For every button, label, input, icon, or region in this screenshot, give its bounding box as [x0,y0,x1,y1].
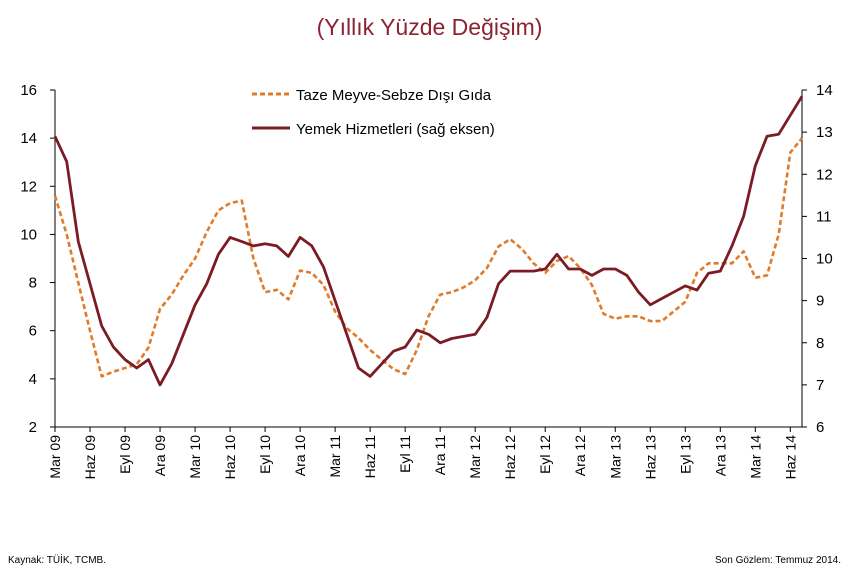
x-tick-label: Haz 14 [782,435,798,480]
left-tick-label: 10 [20,226,37,243]
axes: 2 4 6 8 10 12 14 16 6 7 8 9 10 11 12 13 14 Mar 09 Haz 09 Ey… [20,82,832,479]
chart-title: (Yıllık Yüzde Değişim) [316,14,543,40]
x-tick-label: Ara 09 [152,435,168,476]
x-tick-label: Ara 11 [432,435,448,475]
x-tick-label: Mar 09 [47,435,63,479]
right-tick-label: 7 [816,377,824,394]
x-tick-label: Eyl 11 [397,435,413,473]
right-tick-label: 9 [816,293,824,310]
left-tick-label: 16 [20,82,37,99]
legend-label-2: Yemek Hizmetleri (sağ eksen) [296,121,495,138]
x-tick-label: Eyl 12 [537,435,553,474]
x-tick-label: Ara 10 [292,435,308,476]
x-tick-label: Haz 10 [222,435,238,480]
left-tick-label: 6 [29,323,37,340]
right-tick-label: 6 [816,419,824,436]
right-tick-label: 13 [816,124,833,141]
right-tick-label: 11 [816,208,832,225]
right-tick-label: 8 [816,335,824,352]
x-tick-label: Mar 10 [187,435,203,479]
x-tick-label: Mar 13 [607,435,623,479]
right-tick-label: 12 [816,166,833,183]
x-tick-label: Ara 13 [712,435,728,476]
x-tick-label: Mar 11 [327,435,343,478]
series-line-2 [53,95,804,387]
series-lines [53,95,804,387]
last-observation-note: Son Gözlem: Temmuz 2014. [715,555,841,566]
left-tick-label: 8 [29,275,37,292]
right-tick-label: 10 [816,251,833,268]
legend: Taze Meyve-Sebze Dışı Gıda Yemek Hizmetle… [252,87,495,138]
x-tick-label: Haz 09 [82,435,98,480]
left-tick-label: 12 [20,178,37,195]
left-tick-label: 2 [29,419,37,436]
source-note: Kaynak: TÜİK, TCMB. [8,555,106,566]
x-tick-label: Haz 13 [642,435,658,480]
x-tick-label: Eyl 09 [117,435,133,474]
series-line-1 [53,137,804,378]
x-tick-label: Ara 12 [572,435,588,476]
legend-label-1: Taze Meyve-Sebze Dışı Gıda [296,87,492,104]
x-tick-label: Eyl 10 [257,435,273,474]
left-tick-label: 14 [20,130,37,147]
x-tick-label: Eyl 13 [677,435,693,474]
x-tick-label: Haz 12 [502,435,518,480]
x-tick-label: Mar 12 [467,435,483,479]
x-tick-label: Haz 11 [362,435,378,479]
left-tick-label: 4 [29,371,37,388]
right-tick-label: 14 [816,82,833,99]
x-tick-label: Mar 14 [747,435,763,479]
